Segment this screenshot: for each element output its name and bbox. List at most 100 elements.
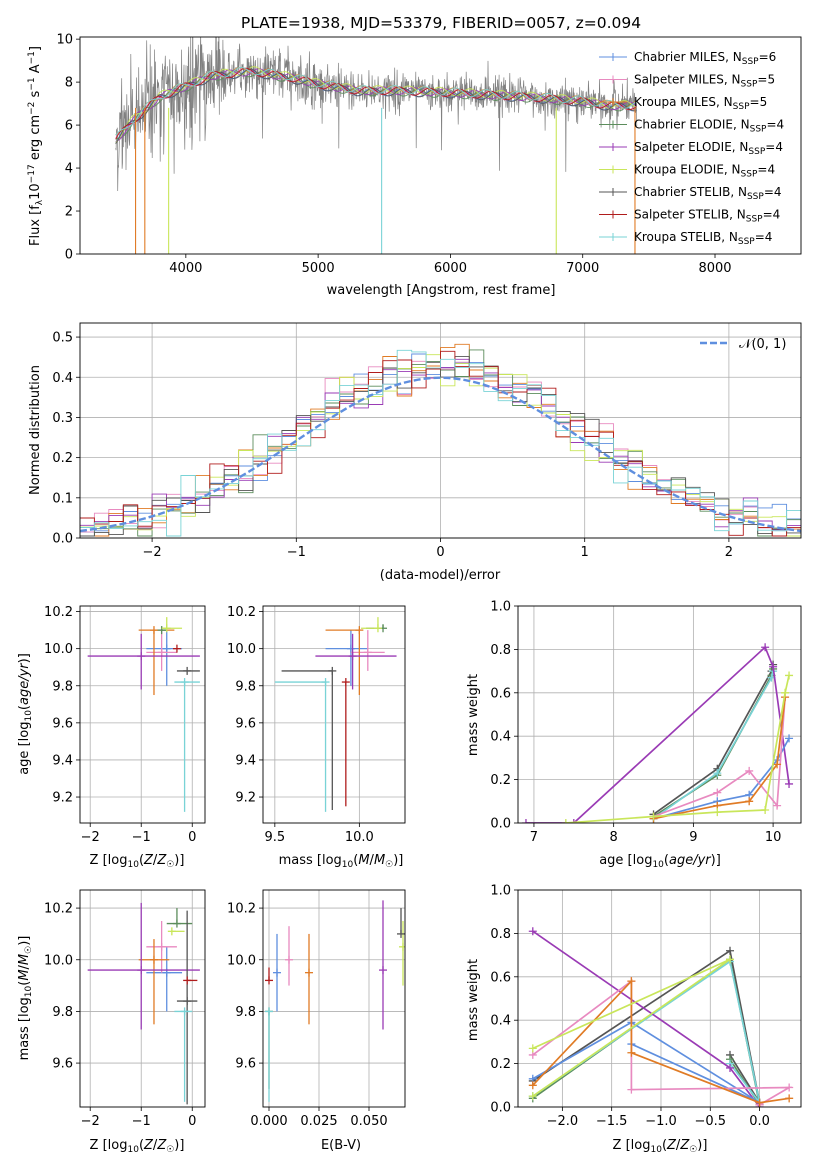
y-tick-label: 10.2 — [44, 902, 73, 917]
errorbar-point — [146, 946, 183, 1012]
axes-frame — [262, 889, 406, 1108]
residual-histogram — [80, 356, 801, 537]
residuals-ylabel: Normed distribution — [28, 365, 43, 495]
weight-series-marker — [726, 1063, 735, 1072]
reference-legend-label: 𝒩(0, 1) — [739, 337, 786, 352]
weight-series-marker — [761, 643, 770, 652]
y-tick-label: 9.4 — [235, 753, 256, 768]
y-tick-label: 9.4 — [52, 753, 73, 768]
errorbar-point — [361, 617, 382, 633]
x-tick-label: 1 — [581, 545, 589, 560]
plot-area — [274, 617, 397, 812]
y-tick-label: 0.4 — [52, 371, 73, 386]
weight-series-marker — [726, 946, 735, 955]
x-tick-label: −1.5 — [596, 1114, 628, 1129]
weight-series-line — [532, 949, 761, 1104]
y-tick-label: 1.0 — [490, 884, 511, 899]
weight-series-marker — [528, 1044, 537, 1053]
y-tick-label: 0.6 — [490, 970, 511, 985]
y-tick-label: 0.4 — [490, 1014, 511, 1029]
weight-series-marker — [528, 927, 537, 936]
x-tick-label: 0 — [436, 545, 444, 560]
errorbar-point — [87, 902, 200, 1030]
axes-frame — [79, 605, 206, 824]
axes-frame — [79, 36, 802, 255]
x-tick-label: 6000 — [434, 261, 467, 276]
age-vs-z-xlabel: Z [log10(Z/Z☉)] — [90, 853, 185, 870]
errorbar-point — [166, 908, 193, 928]
y-tick-label: 1.0 — [490, 600, 511, 615]
y-tick-label: 9.6 — [235, 716, 256, 731]
plot-area — [521, 643, 794, 823]
legend-label: Chabrier MILES, NSSP=6 — [634, 50, 776, 67]
weight-series-marker — [528, 1092, 537, 1101]
legend-label: Kroupa MILES, NSSP=5 — [634, 95, 767, 112]
axes-frame — [517, 605, 802, 824]
errorbar-point — [172, 644, 181, 653]
errorbar-point — [379, 900, 387, 1030]
weight-series-marker — [569, 819, 578, 823]
errorbar-point — [325, 630, 368, 686]
x-tick-label: −1.0 — [645, 1114, 677, 1129]
y-tick-label: 0.6 — [490, 686, 511, 701]
weight-vs-z-ylabel: mass weight — [466, 959, 481, 1041]
model-spectrum — [115, 67, 637, 136]
y-tick-label: 9.2 — [235, 791, 256, 806]
y-tick-label: 0.0 — [52, 532, 73, 547]
errorbar-point — [146, 630, 183, 686]
errorbar-point — [285, 926, 293, 986]
errorbar-point — [305, 933, 313, 1025]
weight-series-marker — [745, 766, 754, 775]
errorbar-point — [161, 617, 183, 633]
residuals-legend: 𝒩(0, 1) — [700, 337, 786, 352]
axes-frame — [517, 889, 802, 1108]
weight-series-marker — [773, 801, 782, 810]
y-tick-label: 10.2 — [44, 605, 73, 620]
weight-series-marker — [773, 760, 782, 769]
x-tick-label: −2 — [143, 545, 162, 560]
residuals-panel: −2 −1 0 1 2 0.0 0.1 0.2 0.3 0.4 0.5 — [52, 322, 802, 560]
y-tick-label: 9.8 — [235, 1005, 256, 1020]
legend-label: Kroupa STELIB, NSSP=4 — [634, 230, 772, 247]
weight-series-line — [653, 670, 774, 820]
weight-series-marker — [649, 812, 658, 821]
errorbar-point — [274, 678, 330, 812]
mass-vs-ebv-panel: 0.000 0.025 0.050 9.6 9.8 10.0 10.2 — [227, 889, 406, 1129]
x-tick-label: 5000 — [302, 261, 335, 276]
weight-series-marker — [561, 819, 570, 823]
x-tick-label: 0.000 — [250, 1114, 287, 1129]
errorbar-point — [397, 908, 405, 938]
legend-label: Chabrier ELODIE, NSSP=4 — [634, 118, 784, 135]
y-tick-label: 0.1 — [52, 491, 73, 506]
mass-vs-z-ylabel: mass [log10(M/M☉)] — [17, 936, 34, 1061]
x-tick-label: −1 — [132, 1114, 151, 1129]
weight-series-marker — [785, 1083, 794, 1092]
y-tick-label: 0.2 — [490, 773, 511, 788]
weight-series-marker — [627, 1048, 636, 1057]
y-tick-label: 0.2 — [490, 1057, 511, 1072]
errorbar-point — [138, 626, 175, 696]
y-tick-label: 0 — [65, 248, 73, 263]
weight-series-marker — [745, 797, 754, 806]
axes-frame — [79, 889, 206, 1108]
y-tick-label: 0.5 — [52, 331, 73, 346]
weight-vs-age-xlabel: age [log10(age/yr)] — [599, 853, 721, 870]
model-spectrum — [115, 68, 637, 145]
errorbar-point — [146, 630, 177, 671]
x-tick-label: 10.0 — [345, 830, 374, 845]
y-tick-label: 9.8 — [235, 679, 256, 694]
plot-area — [115, 37, 638, 254]
weight-series-marker — [726, 955, 735, 964]
errorbar-point — [265, 967, 273, 985]
spectrum-xlabel: wavelength [Angstrom, rest frame] — [327, 283, 556, 298]
y-tick-label: 9.8 — [52, 1005, 73, 1020]
y-tick-label: 10.2 — [227, 605, 256, 620]
spectrum-panel: 4000 5000 6000 7000 8000 0 2 4 6 8 10 — [56, 33, 802, 276]
x-tick-label: 0.025 — [300, 1114, 337, 1129]
legend-label: Kroupa ELODIE, NSSP=4 — [634, 163, 775, 180]
weight-series-line — [565, 675, 790, 823]
age-vs-mass-panel: 9.5 10.0 9.2 9.4 9.6 9.8 10.0 10.2 — [227, 605, 406, 845]
x-tick-label: 7 — [530, 830, 538, 845]
errorbar-point — [183, 976, 198, 985]
